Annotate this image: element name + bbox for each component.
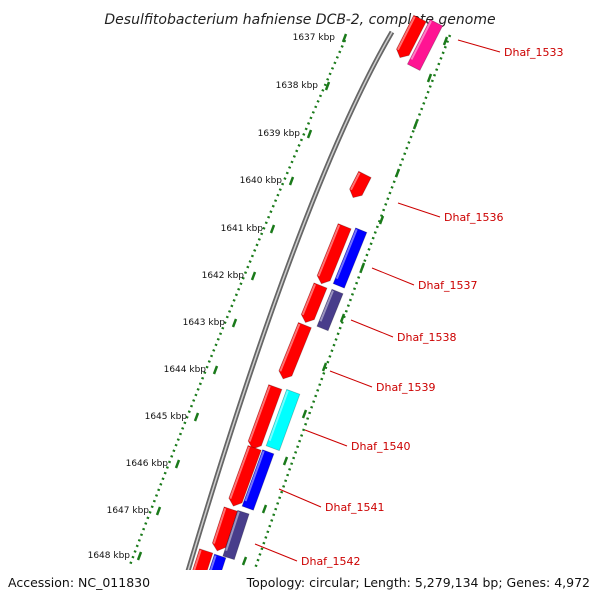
inner-tick [378, 215, 385, 225]
gene-labels: Dhaf_1533 Dhaf_1536 Dhaf_1537 Dhaf_1538 Dhaf… [301, 46, 564, 568]
inner-ticks [241, 36, 449, 566]
kbp-label: 1638 kbp [276, 81, 319, 91]
genome-backbone-highlight [179, 31, 393, 599]
gene-label[interactable]: Dhaf_1540 [351, 440, 411, 453]
kbp-label: 1646 kbp [126, 459, 169, 469]
inner-dotted-line [243, 34, 452, 599]
inner-tick [241, 556, 248, 566]
kbp-labels: 1637 kbp 1638 kbp 1639 kbp 1640 kbp 1641 kbp… [88, 33, 336, 561]
gene-block[interactable] [406, 19, 444, 71]
scale-tick [155, 506, 162, 516]
topology-text: Topology: circular; Length: 5,279,134 bp… [246, 575, 590, 590]
inner-tick [261, 504, 268, 514]
gene-leader-line [254, 543, 298, 562]
inner-tick [321, 362, 328, 372]
inner-tick [339, 313, 346, 323]
kbp-label: 1642 kbp [202, 271, 245, 281]
gene-leader-line [457, 39, 501, 53]
scale-tick [212, 365, 219, 375]
gene-block[interactable] [394, 14, 427, 61]
gene-block[interactable] [316, 288, 344, 332]
gene-block[interactable] [222, 509, 250, 561]
gene-block[interactable] [299, 282, 328, 325]
accession-text: Accession: NC_011830 [8, 575, 150, 590]
gene-label[interactable]: Dhaf_1539 [376, 381, 436, 394]
gene-leader-line [397, 202, 441, 218]
gene-label[interactable]: Dhaf_1542 [301, 555, 361, 568]
gene-label[interactable]: Dhaf_1533 [504, 46, 564, 59]
inner-tick [394, 168, 401, 178]
inner-tick [442, 36, 449, 46]
gene-label[interactable]: Dhaf_1537 [418, 279, 478, 292]
kbp-label: 1639 kbp [258, 129, 301, 139]
scale-tick [269, 224, 276, 234]
inner-tick [282, 456, 289, 466]
inner-tick [412, 120, 419, 130]
inner-tick [301, 409, 308, 419]
gene-block[interactable] [315, 223, 352, 287]
gene-block[interactable] [277, 321, 312, 381]
gene-block[interactable] [265, 388, 301, 452]
gene-label[interactable]: Dhaf_1536 [444, 211, 504, 224]
kbp-label: 1644 kbp [164, 365, 207, 375]
kbp-label: 1645 kbp [145, 412, 188, 422]
gene-leader-line [329, 370, 373, 388]
gene-leader-line [350, 319, 394, 338]
inner-tick [426, 73, 433, 83]
scale-dotted-line [128, 39, 347, 566]
footer-background [0, 570, 600, 600]
inner-tick [359, 262, 366, 272]
kbp-label: 1637 kbp [293, 33, 336, 43]
scale-tick [193, 412, 200, 422]
gene-label[interactable]: Dhaf_1538 [397, 331, 457, 344]
scale-tick [250, 271, 257, 281]
gene-leader-line [278, 488, 322, 508]
gene-features [188, 14, 444, 597]
gene-block[interactable] [332, 227, 368, 289]
gene-leader-line [304, 429, 348, 447]
gene-block[interactable] [347, 170, 372, 201]
scale-tick [324, 81, 331, 91]
gene-leaders [254, 39, 501, 562]
gene-block[interactable] [227, 444, 262, 508]
kbp-label: 1641 kbp [221, 224, 264, 234]
scale-tick [288, 176, 295, 186]
scale-tick [136, 551, 143, 561]
kbp-label: 1647 kbp [107, 506, 150, 516]
gene-label[interactable]: Dhaf_1541 [325, 501, 385, 514]
scale-tick [174, 459, 181, 469]
kbp-label: 1643 kbp [183, 318, 226, 328]
scale-tick [231, 318, 238, 328]
scale-tick [306, 129, 313, 139]
gene-block[interactable] [241, 449, 275, 511]
scale-tick [341, 33, 348, 43]
scale-ticks [136, 33, 348, 561]
map-title: Desulfitobacterium hafniense DCB-2, comp… [104, 12, 495, 28]
kbp-label: 1640 kbp [240, 176, 283, 186]
kbp-label: 1648 kbp [88, 551, 131, 561]
gene-leader-line [371, 267, 415, 286]
